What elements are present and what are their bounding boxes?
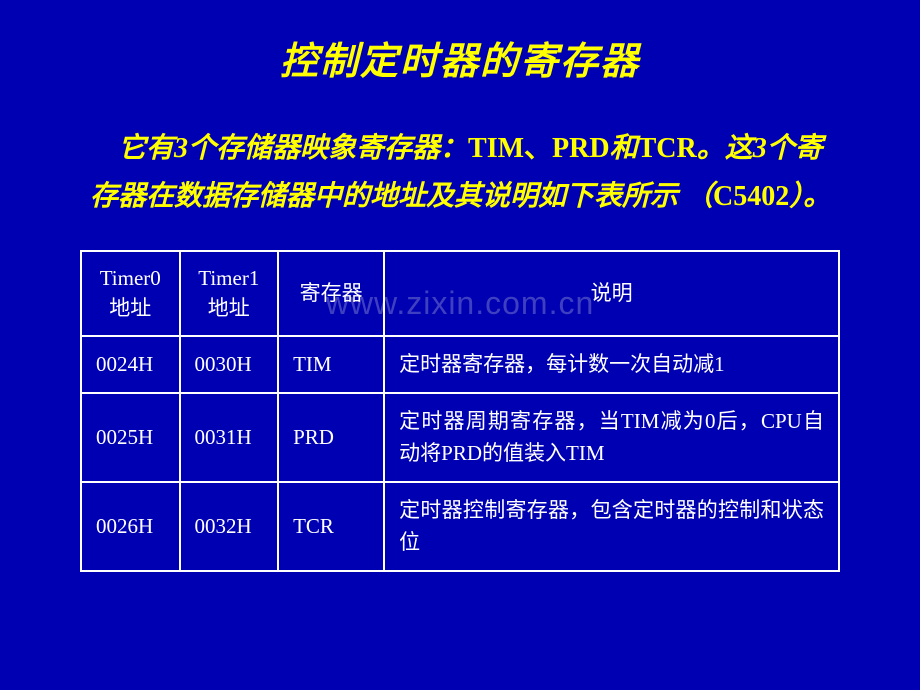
- col-header-timer1: Timer1 地址: [180, 251, 279, 336]
- desc-part4: ）。: [789, 181, 831, 212]
- cell-timer1: 0030H: [180, 336, 279, 394]
- slide-description: 它有3个存储器映象寄存器：TIM、PRD和TCR。这3个寄存器在数据存储器中的地…: [90, 125, 850, 220]
- cell-timer1: 0031H: [180, 393, 279, 482]
- cell-desc: 定时器周期寄存器，当TIM减为0后，CPU自动将PRD的值装入TIM: [384, 393, 839, 482]
- desc-part2: 和: [610, 133, 638, 164]
- table-row: 0025H 0031H PRD 定时器周期寄存器，当TIM减为0后，CPU自动将…: [81, 393, 839, 482]
- table-row: 0024H 0030H TIM 定时器寄存器，每计数一次自动减1: [81, 336, 839, 394]
- cell-timer0: 0026H: [81, 482, 180, 571]
- col-header-timer0-line2: 地址: [109, 296, 151, 320]
- table-row: 0026H 0032H TCR 定时器控制寄存器，包含定时器的控制和状态位: [81, 482, 839, 571]
- desc-part1: 它有3个存储器映象寄存器：: [118, 133, 468, 164]
- cell-timer0: 0025H: [81, 393, 180, 482]
- desc-roman3: C5402: [713, 181, 789, 212]
- slide-title: 控制定时器的寄存器: [50, 30, 870, 85]
- col-header-timer1-line1: Timer1: [198, 266, 259, 290]
- cell-reg: PRD: [278, 393, 384, 482]
- desc-roman2: TCR: [638, 133, 697, 164]
- desc-roman1: TIM、PRD: [468, 133, 610, 164]
- col-header-description: 说明: [384, 251, 839, 336]
- col-header-timer1-line2: 地址: [208, 296, 250, 320]
- col-header-timer0-line1: Timer0: [100, 266, 161, 290]
- cell-reg: TCR: [278, 482, 384, 571]
- cell-desc: 定时器控制寄存器，包含定时器的控制和状态位: [384, 482, 839, 571]
- col-header-timer0: Timer0 地址: [81, 251, 180, 336]
- slide-container: 控制定时器的寄存器 它有3个存储器映象寄存器：TIM、PRD和TCR。这3个寄存…: [0, 0, 920, 690]
- cell-desc: 定时器寄存器，每计数一次自动减1: [384, 336, 839, 394]
- table-header-row: Timer0 地址 Timer1 地址 寄存器 说明: [81, 251, 839, 336]
- col-header-description-label: 说明: [591, 281, 633, 305]
- col-header-register: 寄存器: [278, 251, 384, 336]
- cell-timer0: 0024H: [81, 336, 180, 394]
- col-header-register-label: 寄存器: [300, 281, 363, 305]
- cell-timer1: 0032H: [180, 482, 279, 571]
- cell-reg: TIM: [278, 336, 384, 394]
- register-table-container: Timer0 地址 Timer1 地址 寄存器 说明: [80, 250, 840, 572]
- register-table: Timer0 地址 Timer1 地址 寄存器 说明: [80, 250, 840, 572]
